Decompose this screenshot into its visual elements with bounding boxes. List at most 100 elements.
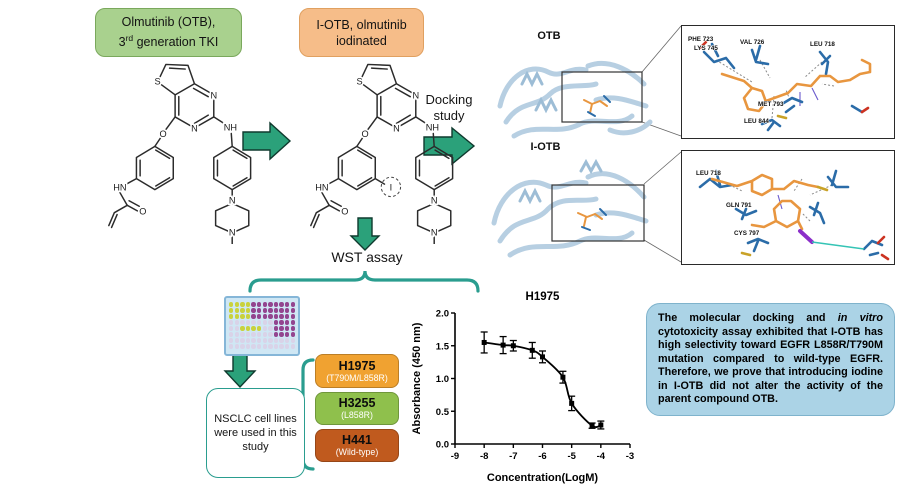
well [257, 308, 262, 313]
iotb-binding-site-zoom-box [551, 184, 645, 242]
well [229, 326, 234, 331]
x-tick-label: -7 [509, 451, 517, 462]
well [290, 314, 295, 319]
cell-line-name: H3255 [338, 396, 376, 410]
x-tick-label: -3 [626, 451, 634, 462]
atom-oxygen: O [160, 129, 167, 139]
well-plate-grid [229, 302, 295, 349]
well [268, 320, 273, 325]
chart-x-label: Concentration(LogM) [487, 472, 599, 484]
well [273, 314, 279, 319]
well [251, 326, 256, 331]
well [279, 338, 284, 343]
well [257, 326, 262, 331]
well [251, 314, 256, 319]
wst-bracket [248, 270, 480, 293]
otb-intro-box: Olmutinib (OTB), 3rd generation TKI [95, 8, 242, 57]
well [251, 302, 256, 307]
well [268, 302, 273, 307]
well [262, 308, 267, 313]
well [273, 320, 279, 325]
well [273, 302, 279, 307]
well [268, 314, 273, 319]
iotb-protein-label: I-OTB [530, 141, 561, 153]
well [273, 326, 279, 331]
well [262, 344, 267, 349]
chart-y-label: Absorbance (450 nm) [411, 322, 423, 434]
atom-sulfur: S [155, 77, 161, 87]
otb-structure: S N N O HN O NH N N [108, 63, 252, 244]
well [268, 326, 273, 331]
well [234, 320, 240, 325]
well [251, 320, 256, 325]
well [273, 308, 279, 313]
atom-amide-hn: HN [113, 183, 126, 193]
well [290, 302, 295, 307]
atom-carbonyl-o: O [341, 207, 348, 217]
docking-study-label: Docking study [425, 92, 473, 123]
residue-label: LEU 718 [696, 170, 721, 177]
well [245, 332, 251, 337]
well [257, 338, 262, 343]
atom-nitrogen: N [393, 124, 400, 134]
atom-piperazine-n: N [431, 228, 438, 238]
well [290, 332, 295, 337]
atom-piperazine-n: N [431, 195, 438, 205]
otb-protein-label: OTB [537, 30, 561, 42]
well [262, 332, 267, 337]
well [268, 332, 273, 337]
atom-sulfur: S [357, 77, 363, 87]
nsclc-box: NSCLC cell lines were used in this study [206, 388, 305, 478]
wst-assay-label: WST assay [331, 249, 403, 265]
chart-title: H1975 [526, 291, 560, 303]
atom-aniline-nh: NH [224, 123, 237, 133]
well [284, 308, 290, 313]
well [284, 338, 290, 343]
atom-aniline-nh: NH [426, 123, 439, 133]
well [240, 320, 245, 325]
x-tick-label: -8 [480, 451, 488, 462]
well [251, 344, 256, 349]
data-point [560, 374, 566, 380]
residue-label: VAL 726 [740, 39, 765, 46]
x-tick-label: -9 [451, 451, 459, 462]
cell-line-mutation: (L858R) [341, 410, 373, 420]
otb-intro-line2: 3rd generation TKI [118, 33, 219, 50]
well [234, 344, 240, 349]
well [273, 338, 279, 343]
well [229, 302, 234, 307]
data-point [481, 339, 487, 345]
well [262, 326, 267, 331]
atom-nitrogen: N [191, 124, 198, 134]
y-tick-label: 1.0 [436, 374, 449, 385]
iotb-docking-panel: LEU 718 GLN 791 CYS 797 [681, 150, 895, 265]
x-tick-label: -5 [567, 451, 576, 462]
arrow-down-nsclc [223, 353, 257, 389]
well [240, 326, 245, 331]
well [245, 344, 251, 349]
well [284, 344, 290, 349]
well [245, 320, 251, 325]
well [279, 314, 284, 319]
well [240, 332, 245, 337]
atom-nitrogen: N [412, 91, 419, 101]
connector-line [641, 25, 682, 73]
iotb-intro-line2: iodinated [336, 33, 387, 48]
residue-label: MET 793 [758, 101, 784, 108]
dose-response-chart: -9 -8 -7 -6 -5 -4 -3 0.0 0.5 1.0 1.5 2.0 H1975 Concen… [411, 291, 634, 484]
otb-docking-panel: PHE 723 LYS 745 VAL 726 LEU 718 MET 793 … [681, 25, 895, 139]
y-tick-label: 2.0 [436, 309, 449, 320]
atom-piperazine-n: N [229, 195, 236, 205]
well [284, 302, 290, 307]
well [234, 326, 240, 331]
well [284, 326, 290, 331]
well [279, 320, 284, 325]
well [279, 302, 284, 307]
well [251, 338, 256, 343]
well-plate [224, 296, 300, 356]
y-tick-label: 0.5 [436, 407, 450, 418]
y-tick-label: 0.0 [436, 440, 449, 451]
well [262, 302, 267, 307]
well [251, 332, 256, 337]
